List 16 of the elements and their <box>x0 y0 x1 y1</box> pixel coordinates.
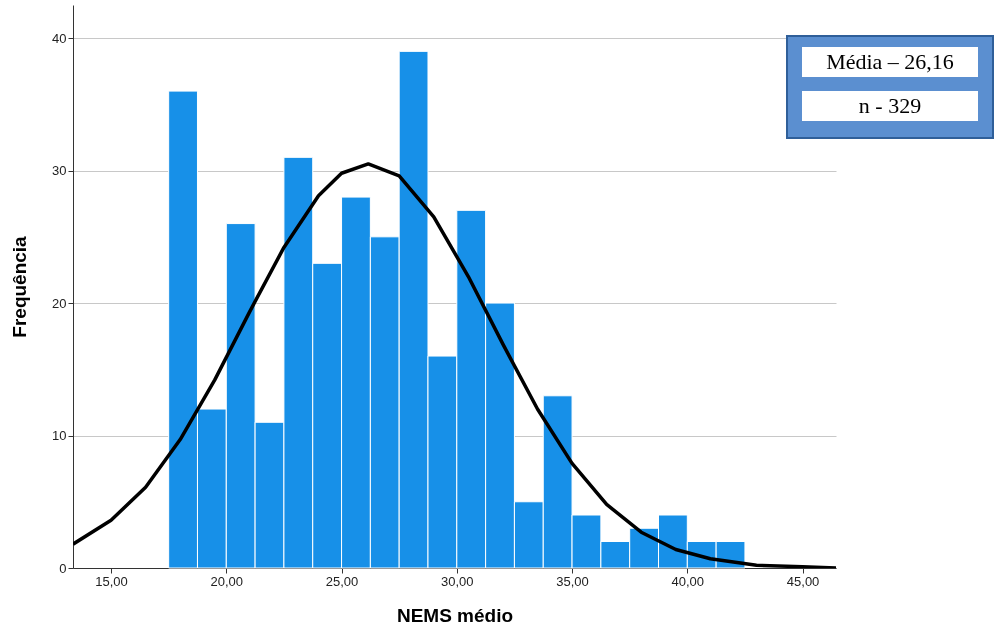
annotation: Média – 26,16 <box>802 47 978 77</box>
y-axis-title: Frequência <box>9 235 31 338</box>
y-tick-label: 40 <box>52 30 67 46</box>
y-tick-label: 0 <box>59 560 67 576</box>
x-tick-label: 40,00 <box>671 573 705 589</box>
note-frame: Média – 26,16 n - 329 <box>786 35 994 139</box>
x-axis-title: NEMS médio <box>396 604 514 626</box>
x-tick-label: 35,00 <box>556 573 589 589</box>
y-tick-label: 20 <box>52 295 67 311</box>
y-tick-label: 10 <box>52 428 67 444</box>
x-tick-label: 20,00 <box>210 573 244 589</box>
x-tick-label: 30,00 <box>441 573 474 589</box>
x-tick-label: 15,00 <box>95 573 128 589</box>
y-tick-label: 30 <box>52 163 67 179</box>
x-tick-label: 25,00 <box>325 573 359 589</box>
x-tick-label: 45,00 <box>786 573 820 589</box>
